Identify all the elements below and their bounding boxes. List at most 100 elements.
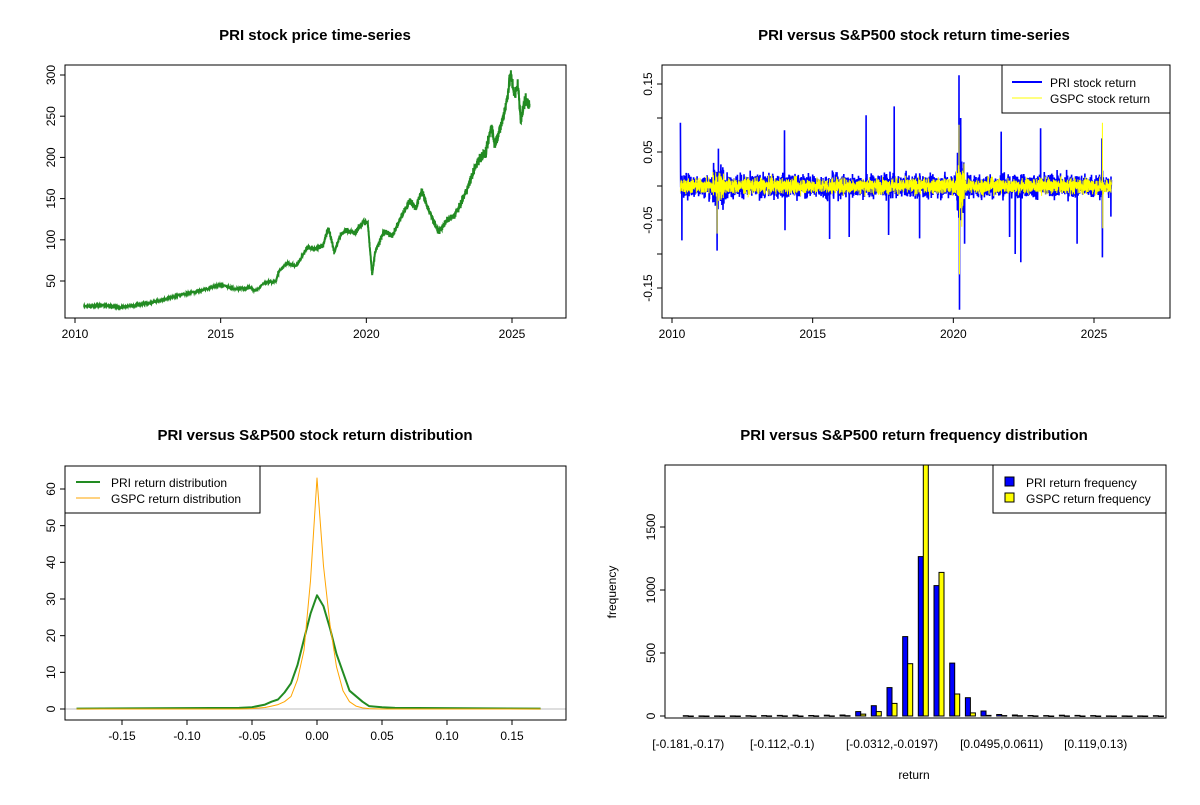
panel-returns: PRI versus S&P500 stock return time-seri… [641,27,1171,341]
gspc-bar [813,715,820,717]
gspc-bar [1142,715,1149,717]
pri-bar [1043,715,1050,717]
y-tick-label: 30 [44,592,58,606]
legend-label: PRI return frequency [1026,476,1137,490]
x-axis-label: return [898,768,929,782]
x-tick-label: 2010 [659,327,686,341]
gspc-bar [703,715,710,717]
legend: PRI return frequency GSPC return frequen… [992,464,1167,514]
gspc-bar [1079,715,1086,717]
y-tick-label: 50 [44,274,58,288]
price-line [83,70,531,311]
legend-label: GSPC return distribution [111,492,241,506]
gspc-bar [969,712,976,717]
gspc-bar [750,715,757,717]
pri-bar [808,715,815,717]
y-tick-label: 0 [44,705,58,712]
pri-bar [1137,715,1144,717]
x-tick-label: 2015 [207,327,234,341]
y-tick-label: 250 [44,106,58,126]
legend-label: PRI stock return [1050,76,1136,90]
pri-bar [870,705,877,717]
pri-bar [792,714,799,717]
pri-bar [917,556,924,717]
y-tick-label: 100 [44,229,58,249]
pri-bar [886,687,893,717]
x-tick-label: 2025 [1081,327,1108,341]
gspc-bar [734,715,741,717]
pri-bar [1011,714,1018,717]
y-axis-label: frequency [605,566,619,619]
x-tick-label: 2020 [353,327,380,341]
gspc-bar [985,714,992,717]
pri-bar [1090,715,1097,717]
pri-bar [1074,714,1081,717]
panel-histogram: PRI versus S&P500 return frequency distr… [605,427,1167,782]
y-tick-label: -0.05 [641,206,655,234]
gspc-bar [891,702,898,717]
gspc-bar [1110,715,1117,717]
gspc-bar [797,715,804,717]
x-tick-label: -0.10 [173,729,201,743]
pri-density-line [76,594,541,710]
y-tick-label: 0.05 [641,140,655,164]
gspc-bar [1063,715,1070,717]
y-tick-label: 300 [44,65,58,85]
pri-bar [980,710,987,717]
x-tick-label: -0.05 [238,729,266,743]
panel-density: PRI versus S&P500 stock return distribut… [44,427,567,743]
x-tick-label: 2015 [799,327,826,341]
y-tick-label: 1000 [644,576,658,603]
legend: PRI return distribution GSPC return dist… [64,465,261,514]
pri-bar [933,585,940,717]
x-tick-label: 0.15 [500,729,524,743]
gspc-bar [1095,715,1102,717]
legend-swatch-gspc [1004,492,1015,503]
legend-label: GSPC stock return [1050,92,1150,106]
pri-bar [1027,715,1034,717]
x-tick-label: [0.0495,0.0611) [960,737,1043,751]
pri-bar [729,715,736,717]
legend-label: PRI return distribution [111,476,227,490]
y-tick-label: 40 [44,555,58,569]
y-tick-label: 10 [44,665,58,679]
y-tick-label: 0.15 [641,72,655,96]
gspc-density-line [76,477,541,710]
gspc-bar [844,715,851,717]
x-tick-label: [0.119,0.13) [1064,737,1127,751]
pri-bar [823,714,830,717]
pri-bar [839,714,846,717]
gspc-bar [938,571,945,717]
pri-bar [745,715,752,717]
pri-bar [682,715,689,717]
gspc-bar [1157,715,1164,717]
pri-bar [902,636,909,717]
x-tick-label: 0.05 [370,729,394,743]
x-tick-label: 0.00 [305,729,329,743]
gspc-bar [828,715,835,717]
chart-title: PRI stock price time-series [219,27,411,44]
x-tick-label: [-0.181,-0.17) [652,737,724,751]
pri-bar [1058,714,1065,717]
pri-bar [1121,715,1128,717]
gspc-bar [1126,715,1133,717]
gspc-bar [907,663,914,717]
y-tick-label: 0 [644,712,658,719]
x-tick-label: 2025 [499,327,526,341]
y-tick-label: 500 [644,643,658,663]
y-tick-label: 150 [44,188,58,208]
legend-swatch-pri [1004,476,1015,487]
gspc-bar [1048,715,1055,717]
gspc-bar [922,464,929,717]
gspc-bar [687,715,694,717]
x-tick-label: [-0.0312,-0.0197) [846,737,938,751]
gspc-bar [781,715,788,717]
pri-bar [1152,715,1159,717]
pri-bar [996,714,1003,717]
gspc-bar [1032,715,1039,717]
legend: PRI stock return GSPC stock return [1001,64,1171,114]
gspc-bar [1001,715,1008,717]
gspc-bar [1016,715,1023,717]
pri-bar [776,714,783,717]
